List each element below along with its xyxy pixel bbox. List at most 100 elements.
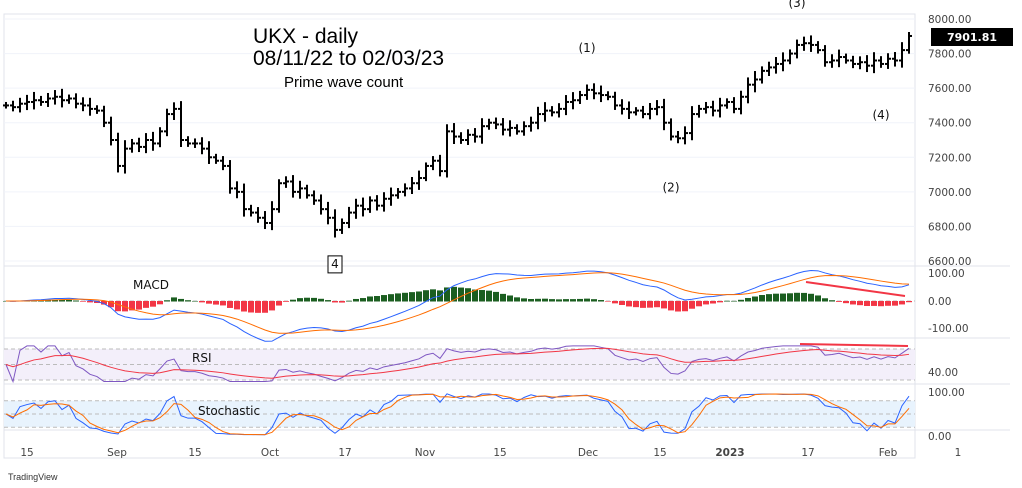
macd-histogram-bar <box>647 301 653 308</box>
price-tick-label: 7200.00 <box>928 152 971 164</box>
ohlc-bar <box>612 91 618 110</box>
macd-histogram-bar <box>115 301 121 312</box>
macd-histogram-bar <box>766 294 772 302</box>
chart-note: Prime wave count <box>284 74 404 91</box>
macd-histogram-bar <box>360 298 366 302</box>
macd-histogram-bar <box>178 298 184 302</box>
macd-histogram-bar <box>843 301 849 304</box>
macd-histogram-bar <box>143 301 149 308</box>
macd-histogram-bar <box>822 298 828 302</box>
ohlc-bar <box>318 194 324 215</box>
ohlc-bar <box>570 92 576 110</box>
ohlc-bar <box>738 90 744 115</box>
ohlc-bar <box>325 201 331 225</box>
ohlc-bar <box>290 175 296 198</box>
macd-histogram-bar <box>745 297 751 302</box>
time-tick-label: 15 <box>493 447 506 459</box>
indicator-tick-label: 100.00 <box>928 387 965 399</box>
macd-histogram-bar <box>59 299 65 302</box>
ohlc-bar <box>619 99 625 115</box>
macd-histogram-bar <box>472 289 478 302</box>
macd-histogram-bar <box>682 301 688 312</box>
macd-histogram-bar <box>535 298 541 302</box>
ohlc-bar <box>87 97 93 116</box>
time-tick-label: 2023 <box>715 447 744 459</box>
ohlc-bar <box>486 118 492 130</box>
macd-histogram-bar <box>773 293 779 302</box>
tradingview-logo: TradingView <box>8 472 58 482</box>
ohlc-bar <box>45 92 51 107</box>
macd-histogram-bar <box>241 301 247 312</box>
macd-histogram-bar <box>199 301 205 303</box>
ohlc-bar <box>213 153 219 164</box>
macd-histogram-bar <box>304 297 310 302</box>
ohlc-bar <box>647 103 653 120</box>
ohlc-bar <box>654 100 660 116</box>
macd-histogram-bar <box>276 301 282 306</box>
wave-label: (3) <box>789 0 806 10</box>
ohlc-bar <box>521 121 527 136</box>
ohlc-bar <box>31 91 37 110</box>
macd-histogram-bar <box>108 301 114 308</box>
macd-histogram-bar <box>570 299 576 302</box>
ohlc-bar <box>276 179 282 213</box>
ohlc-bar <box>535 106 541 130</box>
ohlc-bar <box>752 71 758 93</box>
ohlc-bar <box>353 198 359 219</box>
ohlc-bar <box>311 190 317 205</box>
ohlc-bar <box>157 127 163 148</box>
ohlc-bar <box>899 42 905 68</box>
ohlc-bar <box>59 88 65 108</box>
price-tick-label: 7400.00 <box>928 118 971 130</box>
ohlc-bar <box>577 90 583 104</box>
ohlc-bar <box>556 103 562 118</box>
indicator-tick-label: 0.00 <box>928 296 951 308</box>
macd-histogram-bar <box>850 301 856 305</box>
macd-histogram-bar <box>857 301 863 306</box>
macd-histogram-bar <box>794 292 800 302</box>
ohlc-bar <box>731 97 737 114</box>
price-tick-label: 7000.00 <box>928 187 971 199</box>
ohlc-bar <box>871 52 877 74</box>
macd-histogram-bar <box>290 299 296 302</box>
indicator-tick-label: -100.00 <box>928 323 969 335</box>
macd-histogram-bar <box>542 298 548 302</box>
price-tick-label: 7800.00 <box>928 49 971 61</box>
macd-histogram-bar <box>262 301 268 313</box>
ohlc-bar <box>605 91 611 101</box>
macd-histogram-bar <box>136 301 142 310</box>
ohlc-bar <box>423 162 429 182</box>
macd-histogram-bar <box>458 287 464 302</box>
ohlc-bar <box>241 183 247 217</box>
macd-histogram-bar <box>234 301 240 310</box>
ohlc-bar <box>437 154 443 177</box>
ohlc-bar <box>388 187 394 206</box>
wave-label: (1) <box>579 41 596 55</box>
ohlc-bar <box>73 93 79 109</box>
macd-histogram-bar <box>451 286 457 302</box>
macd-histogram-bar <box>283 301 289 302</box>
macd-histogram-bar <box>675 301 681 312</box>
ohlc-bar <box>724 98 730 109</box>
time-tick-label: 15 <box>20 447 33 459</box>
time-tick-label: 15 <box>188 447 201 459</box>
ohlc-bar <box>780 52 786 72</box>
ohlc-bar <box>773 57 779 74</box>
ohlc-bar <box>549 106 555 117</box>
ohlc-bar <box>661 98 667 131</box>
macd-histogram-bar <box>269 301 275 311</box>
ohlc-bar <box>234 181 240 199</box>
ohlc-bar <box>297 180 303 199</box>
macd-histogram-bar <box>906 301 912 303</box>
ohlc-bar <box>430 156 436 171</box>
ohlc-bar <box>843 53 849 64</box>
rsi-line <box>5 345 910 384</box>
macd-histogram-bar <box>591 299 597 302</box>
ohlc-bar <box>675 131 681 144</box>
price-tick-label: 6600.00 <box>928 256 971 268</box>
macd-histogram-bar <box>101 301 107 305</box>
ohlc-bar <box>367 196 373 213</box>
macd-histogram-bar <box>696 301 702 307</box>
macd-histogram-bar <box>192 300 198 302</box>
